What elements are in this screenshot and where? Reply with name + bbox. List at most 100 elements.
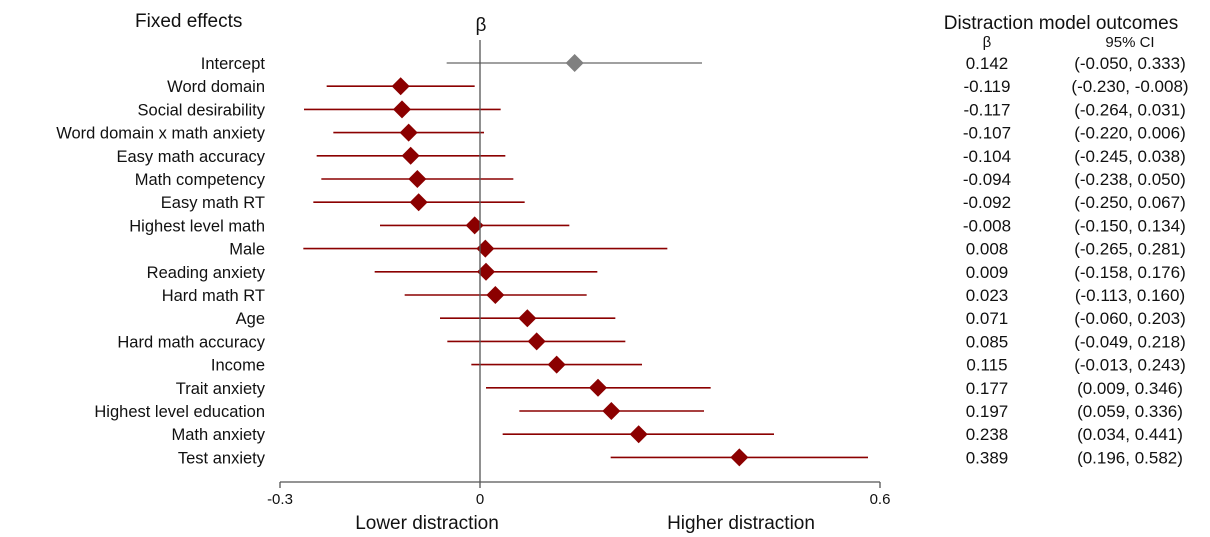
- ci-value: (0.034, 0.441): [1077, 425, 1183, 444]
- ci-value: (-0.013, 0.243): [1074, 356, 1186, 375]
- beta-diamond-marker: [465, 216, 484, 235]
- beta-value: -0.117: [964, 100, 1011, 119]
- forest-row: Test anxiety 0.389 (0.196, 0.582): [178, 448, 1183, 467]
- fixed-effects-header: Fixed effects: [135, 11, 242, 32]
- forest-row: Easy math RT -0.092 (-0.250, 0.067): [161, 193, 1186, 212]
- beta-diamond-marker: [565, 54, 584, 72]
- beta-diamond-marker: [730, 448, 749, 467]
- beta-column-header: β: [983, 34, 992, 51]
- beta-diamond-marker: [477, 262, 495, 281]
- ci-value: (-0.158, 0.176): [1074, 263, 1186, 282]
- beta-value: 0.115: [966, 356, 1007, 375]
- forest-row: Easy math accuracy -0.104 (-0.245, 0.038): [116, 146, 1186, 166]
- ci-value: (-0.220, 0.006): [1074, 124, 1186, 143]
- beta-value: 0.023: [966, 286, 1009, 305]
- forest-row: Trait anxiety 0.177 (0.009, 0.346): [176, 378, 1183, 398]
- beta-diamond-marker: [602, 402, 621, 420]
- ci-value: (-0.250, 0.067): [1074, 193, 1186, 212]
- beta-diamond-marker: [547, 355, 566, 374]
- forest-row: Word domain -0.119 (-0.230, -0.008): [167, 77, 1189, 96]
- ci-value: (-0.265, 0.281): [1074, 240, 1186, 259]
- row-label: Highest level math: [129, 217, 265, 235]
- row-label: Social desirability: [138, 101, 266, 119]
- beta-diamond-marker: [408, 170, 427, 188]
- row-label: Trait anxiety: [176, 380, 266, 398]
- row-label: Word domain: [167, 78, 265, 96]
- plot-beta-header: β: [476, 15, 487, 36]
- ci-value: (-0.049, 0.218): [1074, 332, 1186, 351]
- forest-row: Male 0.008 (-0.265, 0.281): [229, 239, 1186, 259]
- beta-diamond-marker: [391, 77, 410, 96]
- beta-diamond-marker: [409, 193, 428, 212]
- lower-distraction-label: Lower distraction: [355, 513, 499, 534]
- x-axis: -0.3 0 0.6: [267, 40, 890, 508]
- forest-row: Hard math accuracy 0.085 (-0.049, 0.218): [117, 332, 1186, 351]
- model-outcomes-header: Distraction model outcomes: [944, 13, 1178, 34]
- ci-value: (-0.245, 0.038): [1074, 147, 1186, 166]
- row-label: Age: [236, 310, 265, 328]
- forest-row: Intercept 0.142 (-0.050, 0.333): [201, 54, 1186, 73]
- ci-value: (-0.150, 0.134): [1074, 216, 1186, 235]
- beta-value: 0.008: [966, 240, 1009, 259]
- beta-value: 0.389: [966, 448, 1009, 467]
- ci-value: (-0.113, 0.160): [1075, 286, 1185, 305]
- beta-value: 0.142: [966, 54, 1009, 73]
- row-label: Highest level education: [94, 403, 265, 421]
- ci-value: (-0.060, 0.203): [1074, 309, 1186, 328]
- beta-diamond-marker: [476, 239, 495, 258]
- beta-diamond-marker: [629, 425, 648, 444]
- beta-value: -0.107: [963, 124, 1011, 143]
- row-label: Easy math RT: [161, 194, 265, 212]
- beta-value: -0.092: [963, 193, 1011, 212]
- beta-diamond-marker: [518, 309, 537, 328]
- beta-diamond-marker: [486, 286, 505, 304]
- forest-row: Math anxiety 0.238 (0.034, 0.441): [171, 425, 1183, 444]
- beta-diamond-marker: [401, 146, 420, 165]
- row-label: Hard math RT: [162, 287, 265, 305]
- ci-value: (-0.230, -0.008): [1071, 77, 1188, 96]
- beta-value: -0.104: [963, 147, 1011, 166]
- ci-value: (-0.050, 0.333): [1074, 54, 1186, 73]
- forest-row: Highest level education 0.197 (0.059, 0.33…: [94, 402, 1183, 421]
- forest-row: Income 0.115 (-0.013, 0.243): [211, 355, 1186, 375]
- row-label: Word domain x math anxiety: [56, 125, 266, 143]
- beta-diamond-marker: [527, 332, 546, 351]
- beta-diamond-marker: [393, 100, 411, 119]
- x-tick-label: 0.6: [870, 491, 891, 508]
- row-label: Reading anxiety: [147, 264, 266, 282]
- row-label: Male: [229, 241, 265, 259]
- forest-row: Hard math RT 0.023 (-0.113, 0.160): [162, 286, 1185, 305]
- ci-column-header: 95% CI: [1105, 34, 1154, 51]
- beta-value: 0.085: [966, 332, 1009, 351]
- beta-value: 0.009: [966, 263, 1009, 282]
- forest-row: Age 0.071 (-0.060, 0.203): [236, 309, 1186, 328]
- forest-row: Word domain x math anxiety -0.107 (-0.220,…: [56, 123, 1186, 143]
- ci-value: (0.009, 0.346): [1077, 379, 1183, 398]
- ci-value: (-0.238, 0.050): [1074, 170, 1186, 189]
- beta-value: -0.008: [963, 216, 1011, 235]
- beta-diamond-marker: [399, 123, 418, 142]
- forest-rows: Intercept 0.142 (-0.050, 0.333) Word domain…: [56, 54, 1189, 467]
- beta-value: 0.071: [966, 309, 1009, 328]
- row-label: Math anxiety: [171, 426, 265, 444]
- x-tick-label: 0: [476, 491, 484, 508]
- beta-value: 0.238: [966, 425, 1009, 444]
- row-label: Math competency: [135, 171, 266, 189]
- forest-row: Highest level math -0.008 (-0.150, 0.134): [129, 216, 1186, 235]
- beta-diamond-marker: [589, 378, 607, 397]
- ci-value: (0.196, 0.582): [1077, 448, 1183, 467]
- row-label: Hard math accuracy: [117, 333, 265, 351]
- x-tick-label: -0.3: [267, 491, 293, 508]
- beta-value: 0.177: [966, 379, 1009, 398]
- beta-value: 0.197: [966, 402, 1009, 421]
- higher-distraction-label: Higher distraction: [667, 513, 815, 534]
- row-label: Easy math accuracy: [116, 148, 265, 166]
- forest-row: Social desirability -0.117 (-0.264, 0.031): [138, 100, 1186, 119]
- forest-row: Math competency -0.094 (-0.238, 0.050): [135, 170, 1186, 189]
- row-label: Intercept: [201, 55, 266, 73]
- row-label: Income: [211, 357, 265, 375]
- ci-value: (0.059, 0.336): [1077, 402, 1183, 421]
- forest-row: Reading anxiety 0.009 (-0.158, 0.176): [147, 262, 1186, 282]
- row-label: Test anxiety: [178, 449, 266, 467]
